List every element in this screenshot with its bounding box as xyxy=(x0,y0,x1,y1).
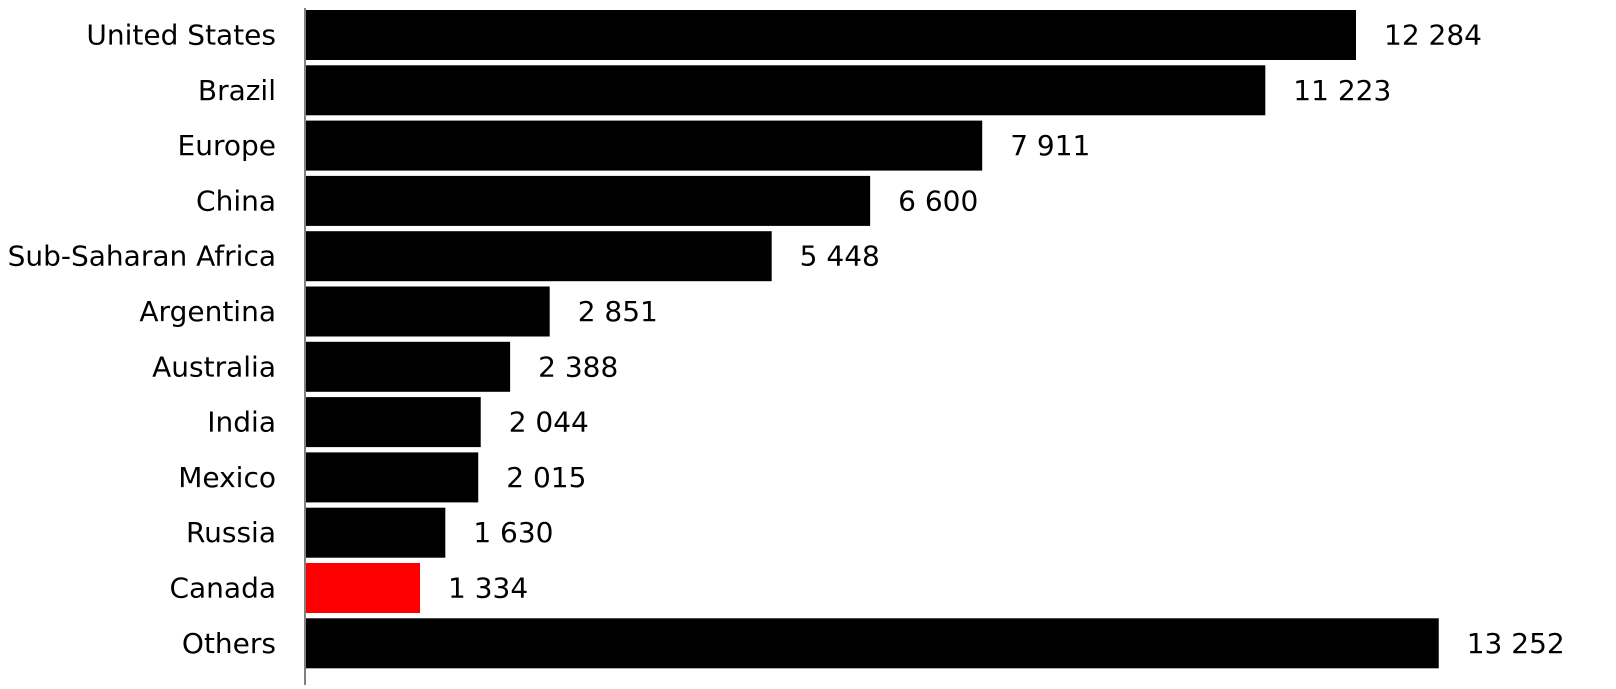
bar-china xyxy=(306,175,871,226)
value-label-russia: 1 630 xyxy=(473,516,553,549)
bar-canada xyxy=(306,563,421,613)
value-label-china: 6 600 xyxy=(898,184,978,217)
value-label-india: 2 044 xyxy=(509,406,589,439)
category-label-argentina: Argentina xyxy=(139,295,276,328)
bar-others xyxy=(306,618,1439,669)
value-label-others: 13 252 xyxy=(1467,627,1565,660)
bar-sub-saharan-africa xyxy=(306,231,772,282)
bar-europe xyxy=(306,120,983,171)
category-label-india: India xyxy=(207,406,276,439)
category-label-brazil: Brazil xyxy=(198,74,276,107)
value-label-europe: 7 911 xyxy=(1010,129,1090,162)
category-label-china: China xyxy=(196,184,276,217)
value-label-australia: 2 388 xyxy=(538,350,618,383)
value-label-canada: 1 334 xyxy=(448,572,528,605)
category-label-australia: Australia xyxy=(152,350,276,383)
bar-mexico xyxy=(306,452,479,503)
value-label-brazil: 11 223 xyxy=(1293,74,1391,107)
bar-united-states xyxy=(306,10,1356,60)
value-label-argentina: 2 851 xyxy=(578,295,658,328)
category-label-mexico: Mexico xyxy=(178,461,276,494)
value-label-sub-saharan-africa: 5 448 xyxy=(800,240,880,273)
bars-layer xyxy=(306,10,1439,669)
category-label-others: Others xyxy=(182,627,276,660)
category-label-united-states: United States xyxy=(86,19,276,52)
labels-layer: United States 12 284 Brazil 11 223 Europe 7 9… xyxy=(8,19,1565,660)
bar-russia xyxy=(306,507,446,558)
value-label-united-states: 12 284 xyxy=(1384,19,1482,52)
bar-argentina xyxy=(306,286,550,337)
bar-australia xyxy=(306,341,511,392)
category-label-sub-saharan-africa: Sub-Saharan Africa xyxy=(8,240,276,273)
category-label-russia: Russia xyxy=(186,516,276,549)
value-label-mexico: 2 015 xyxy=(506,461,586,494)
bar-brazil xyxy=(306,65,1266,116)
bar-india xyxy=(306,397,481,448)
category-label-canada: Canada xyxy=(169,572,276,605)
category-label-europe: Europe xyxy=(178,129,276,162)
